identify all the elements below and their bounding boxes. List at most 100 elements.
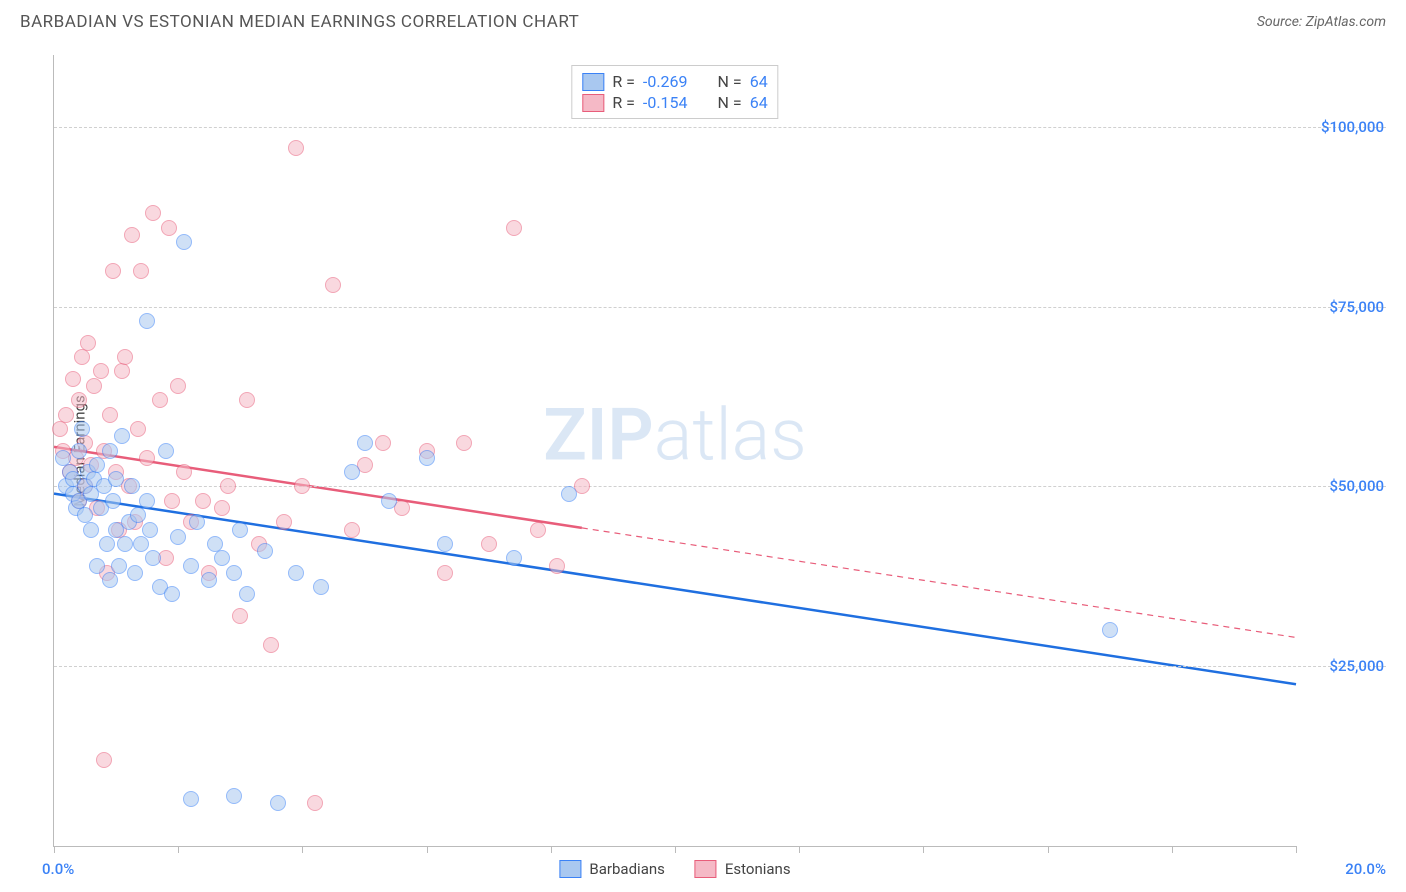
barbadians-point (117, 536, 133, 552)
barbadians-point (133, 536, 149, 552)
estonians-point (437, 565, 453, 581)
barbadians-point (142, 522, 158, 538)
barbadians-point (506, 550, 522, 566)
y-tick-label: $50,000 (1329, 477, 1384, 495)
barbadians-point (189, 514, 205, 530)
x-tick (923, 846, 924, 853)
estonians-point (344, 522, 360, 538)
x-tick (54, 846, 55, 853)
legend-label: Estonians (725, 860, 791, 878)
barbadians-point (127, 565, 143, 581)
estonians-point (307, 795, 323, 811)
stat-r-label: R = (612, 93, 635, 112)
estonians-point (530, 522, 546, 538)
estonians-point (325, 277, 341, 293)
estonians-point (375, 435, 391, 451)
stats-row: R = -0.269 N = 64 (582, 72, 767, 91)
x-tick (675, 846, 676, 853)
barbadians-point (226, 565, 242, 581)
estonians-point (52, 421, 68, 437)
x-tick (1172, 846, 1173, 853)
barbadians-point (111, 558, 127, 574)
x-tick (178, 846, 179, 853)
barbadians-point (139, 313, 155, 329)
stat-n-label: N = (718, 93, 742, 112)
y-tick-label: $25,000 (1329, 657, 1384, 675)
gridline (54, 307, 1386, 308)
estonians-point (65, 371, 81, 387)
barbadians-point (83, 522, 99, 538)
legend-label: Barbadians (589, 860, 664, 878)
barbadians-point (226, 788, 242, 804)
estonians-point (124, 227, 140, 243)
x-tick (1048, 846, 1049, 853)
x-tick (1296, 846, 1297, 853)
barbadians-point (114, 428, 130, 444)
stat-n-value: 64 (750, 93, 768, 112)
estonians-point (263, 637, 279, 653)
estonians-point (214, 500, 230, 516)
estonians-point (152, 392, 168, 408)
barbadians-point (89, 457, 105, 473)
chart-title: BARBADIAN VS ESTONIAN MEDIAN EARNINGS CO… (20, 12, 579, 32)
legend-swatch (695, 860, 717, 878)
estonians-point (117, 349, 133, 365)
legend-swatch (582, 73, 604, 91)
barbadians-point (201, 572, 217, 588)
gridline (54, 127, 1386, 128)
estonians-point (164, 493, 180, 509)
x-tick (427, 846, 428, 853)
estonians-point (96, 752, 112, 768)
estonians-point (294, 478, 310, 494)
estonians-point (93, 363, 109, 379)
estonians-point (232, 608, 248, 624)
legend-swatch (582, 94, 604, 112)
legend-item-estonians: Estonians (695, 860, 791, 878)
estonians-point (80, 335, 96, 351)
estonians-point (506, 220, 522, 236)
estonians-point (105, 263, 121, 279)
barbadians-point (170, 529, 186, 545)
barbadians-point (139, 493, 155, 509)
estonians-point (195, 493, 211, 509)
barbadians-point (232, 522, 248, 538)
barbadians-point (164, 586, 180, 602)
barbadians-point (158, 443, 174, 459)
barbadians-point (214, 550, 230, 566)
x-axis-min-label: 0.0% (42, 860, 74, 878)
barbadians-point (381, 493, 397, 509)
barbadians-point (419, 450, 435, 466)
estonians-point (456, 435, 472, 451)
barbadians-point (124, 478, 140, 494)
barbadians-point (89, 558, 105, 574)
estonians-point (276, 514, 292, 530)
estonians-point (161, 220, 177, 236)
estonians-point (145, 205, 161, 221)
estonians-point (239, 392, 255, 408)
estonians-point (74, 349, 90, 365)
gridline (54, 666, 1386, 667)
barbadians-point (288, 565, 304, 581)
barbadians-point (71, 443, 87, 459)
stat-n-value: 64 (750, 72, 768, 91)
series-legend: Barbadians Estonians (559, 860, 790, 878)
barbadians-point (239, 586, 255, 602)
stat-r-value: -0.154 (643, 93, 688, 112)
stat-n-label: N = (718, 72, 742, 91)
chart-container: ZIPatlas Median Earnings R = -0.269N = 6… (15, 45, 1391, 887)
stat-r-label: R = (612, 72, 635, 91)
barbadians-point (130, 507, 146, 523)
barbadians-point (437, 536, 453, 552)
stat-r-value: -0.269 (643, 72, 688, 91)
estonians-point (133, 263, 149, 279)
source-label: Source: ZipAtlas.com (1257, 14, 1386, 30)
barbadians-point (270, 795, 286, 811)
barbadians-point (102, 443, 118, 459)
barbadians-point (344, 464, 360, 480)
estonians-point (139, 450, 155, 466)
barbadians-point (357, 435, 373, 451)
x-tick (302, 846, 303, 853)
x-tick (799, 846, 800, 853)
barbadians-point (313, 579, 329, 595)
x-axis-max-label: 20.0% (1345, 860, 1386, 878)
